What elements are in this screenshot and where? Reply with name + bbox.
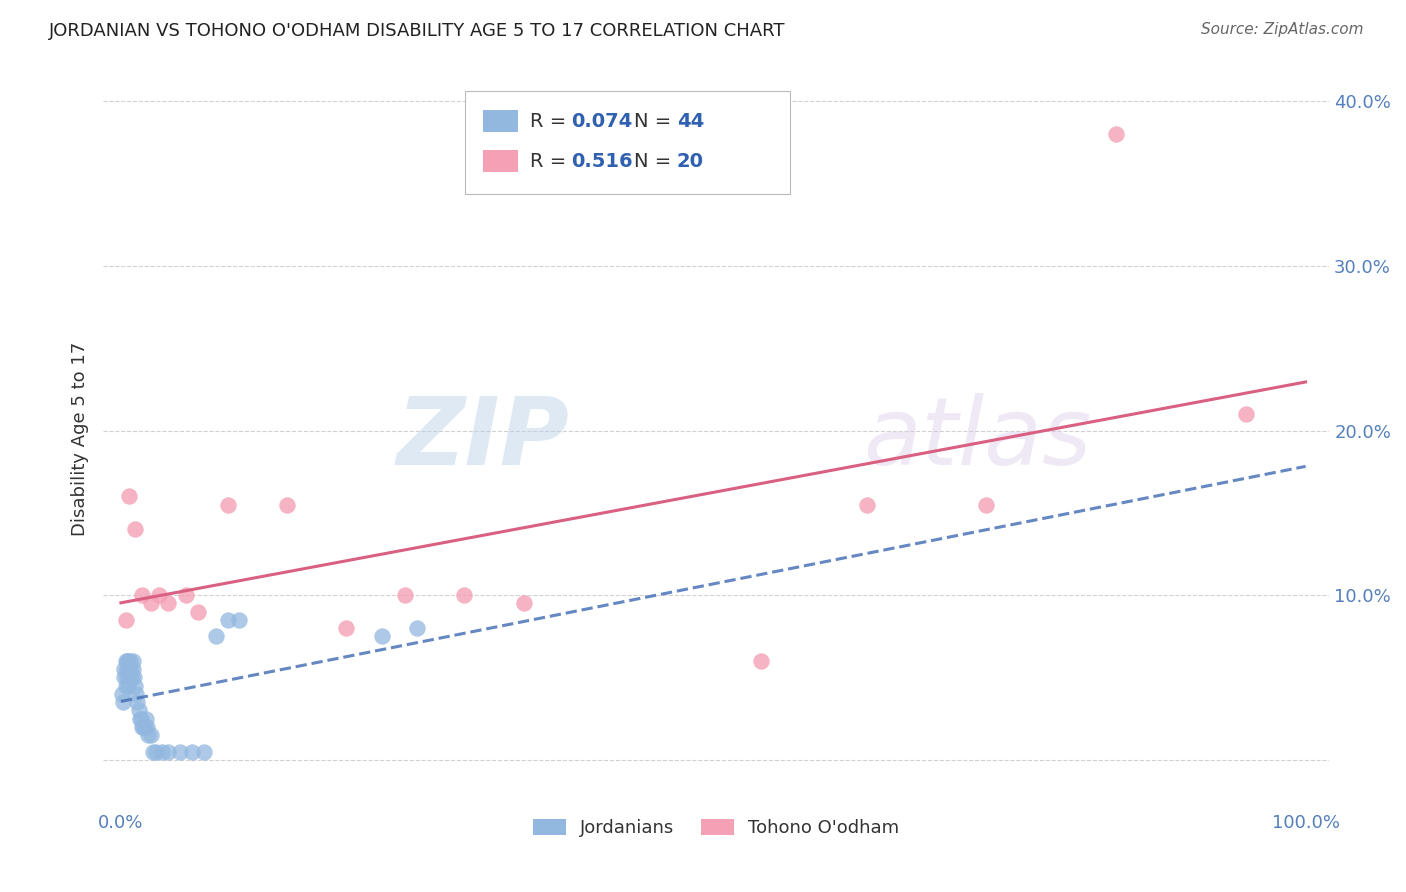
- Point: [512, 596, 534, 610]
- Text: ZIP: ZIP: [396, 392, 569, 485]
- Point: [394, 588, 416, 602]
- FancyBboxPatch shape: [484, 110, 517, 132]
- Point: [112, 695, 135, 709]
- Point: [128, 703, 150, 717]
- FancyBboxPatch shape: [465, 91, 790, 194]
- Point: [115, 654, 138, 668]
- Point: [120, 654, 142, 668]
- Point: [1234, 407, 1257, 421]
- Point: [114, 679, 136, 693]
- Point: [117, 654, 139, 668]
- Point: [1105, 128, 1128, 142]
- Point: [193, 745, 215, 759]
- Point: [406, 621, 429, 635]
- Point: [148, 588, 170, 602]
- Point: [125, 687, 148, 701]
- Point: [115, 670, 138, 684]
- Text: JORDANIAN VS TOHONO O'ODHAM DISABILITY AGE 5 TO 17 CORRELATION CHART: JORDANIAN VS TOHONO O'ODHAM DISABILITY A…: [49, 22, 786, 40]
- Point: [187, 605, 209, 619]
- Point: [134, 720, 156, 734]
- Point: [120, 662, 142, 676]
- Point: [118, 670, 141, 684]
- Point: [749, 654, 772, 668]
- Point: [217, 613, 239, 627]
- Point: [139, 596, 162, 610]
- FancyBboxPatch shape: [484, 150, 517, 172]
- Point: [115, 662, 138, 676]
- Point: [228, 613, 250, 627]
- Point: [856, 498, 879, 512]
- Point: [121, 670, 143, 684]
- Point: [136, 728, 159, 742]
- Point: [118, 662, 141, 676]
- Point: [124, 679, 146, 693]
- Point: [217, 498, 239, 512]
- Point: [124, 522, 146, 536]
- Point: [114, 662, 136, 676]
- Point: [121, 654, 143, 668]
- Text: R =: R =: [530, 152, 572, 170]
- Text: 0.074: 0.074: [571, 112, 633, 130]
- Point: [111, 687, 134, 701]
- Point: [132, 720, 155, 734]
- Point: [157, 745, 180, 759]
- Point: [131, 720, 153, 734]
- Point: [145, 745, 167, 759]
- Text: R =: R =: [530, 112, 572, 130]
- Point: [128, 712, 150, 726]
- Point: [114, 654, 136, 668]
- Text: 20: 20: [676, 152, 704, 170]
- Point: [142, 745, 165, 759]
- Point: [174, 588, 197, 602]
- Point: [135, 712, 157, 726]
- Point: [114, 670, 136, 684]
- Point: [335, 621, 357, 635]
- Text: 44: 44: [676, 112, 704, 130]
- Point: [181, 745, 204, 759]
- Point: [117, 679, 139, 693]
- Point: [122, 670, 145, 684]
- Point: [370, 629, 392, 643]
- Point: [169, 745, 191, 759]
- Text: N =: N =: [634, 112, 678, 130]
- Text: Source: ZipAtlas.com: Source: ZipAtlas.com: [1201, 22, 1364, 37]
- Point: [118, 490, 141, 504]
- Point: [453, 588, 475, 602]
- Text: 0.516: 0.516: [571, 152, 633, 170]
- Y-axis label: Disability Age 5 to 17: Disability Age 5 to 17: [72, 342, 89, 536]
- Point: [127, 695, 149, 709]
- Text: atlas: atlas: [863, 393, 1091, 484]
- Point: [157, 596, 180, 610]
- Point: [204, 629, 226, 643]
- Point: [131, 588, 153, 602]
- Point: [974, 498, 997, 512]
- Point: [276, 498, 298, 512]
- Point: [136, 720, 159, 734]
- Point: [129, 712, 152, 726]
- Point: [114, 613, 136, 627]
- Text: N =: N =: [634, 152, 678, 170]
- Point: [121, 662, 143, 676]
- Point: [150, 745, 173, 759]
- Point: [139, 728, 162, 742]
- Legend: Jordanians, Tohono O'odham: Jordanians, Tohono O'odham: [526, 812, 907, 845]
